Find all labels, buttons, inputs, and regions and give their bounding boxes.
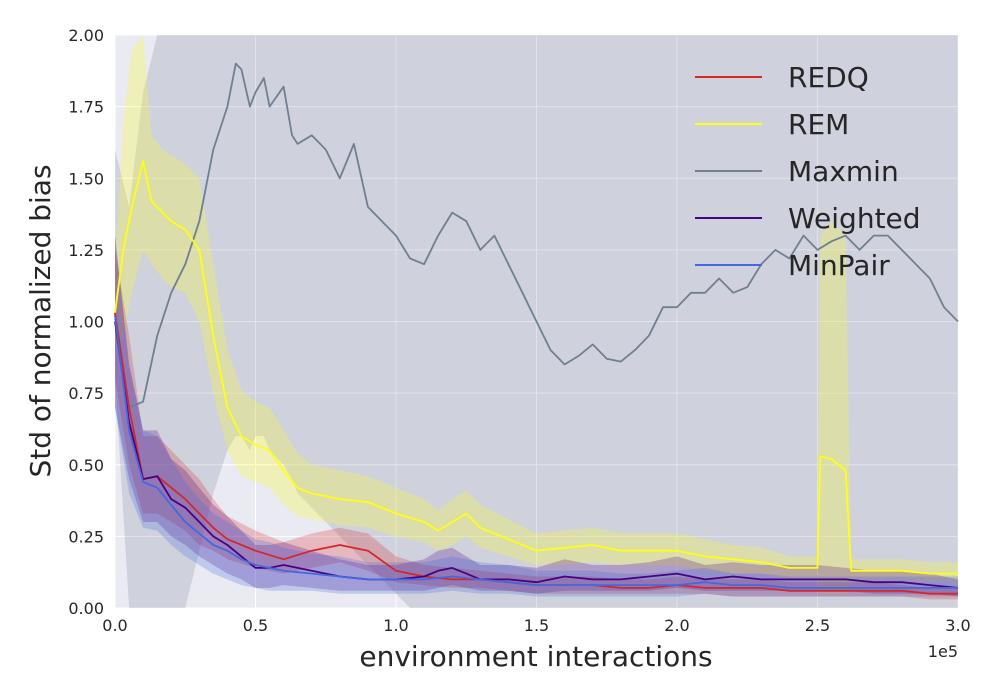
legend-label-rem: REM — [788, 108, 849, 141]
x-tick-label: 2.5 — [805, 616, 830, 635]
grid-lines — [114, 34, 959, 609]
legend-label-minpair: MinPair — [788, 249, 890, 282]
x-axis-label: environment interactions — [359, 640, 712, 673]
x-tick-label: 3.0 — [945, 616, 970, 635]
maxmin-line — [114, 62, 959, 409]
x-tick-label: 2.0 — [664, 616, 689, 635]
legend-label-redq: REDQ — [788, 61, 869, 94]
y-tick-label: 1.00 — [68, 313, 104, 332]
weighted-line — [114, 321, 959, 589]
y-tick-label: 0.50 — [68, 456, 104, 475]
minpair-line — [114, 315, 958, 589]
y-tick-label: 0.00 — [68, 599, 104, 618]
y-tick-label: 0.75 — [68, 384, 104, 403]
minpair-band — [115, 235, 958, 597]
x-tick-label: 1.5 — [524, 616, 549, 635]
legend-label-maxmin: Maxmin — [788, 155, 899, 188]
y-tick-label: 1.50 — [68, 169, 104, 188]
y-axis-label: Std of normalized bias — [24, 164, 57, 477]
series-lines — [114, 62, 959, 595]
x-tick-label: 0.0 — [102, 616, 127, 635]
y-tick-labels: 0.00 0.25 0.50 0.75 1.00 1.25 1.50 1.75 2.00 — [68, 26, 104, 618]
rem-line — [114, 160, 958, 575]
x-tick-label: 0.5 — [243, 616, 268, 635]
legend-label-weighted: Weighted — [788, 202, 921, 235]
y-tick-label: 1.25 — [68, 241, 104, 260]
x-tick-labels: 0.0 0.5 1.0 1.5 2.0 2.5 3.0 — [102, 616, 970, 635]
x-offset-label: 1e5 — [928, 642, 958, 661]
y-tick-label: 2.00 — [68, 26, 104, 45]
y-tick-label: 1.75 — [68, 98, 104, 117]
x-tick-label: 1.0 — [383, 616, 408, 635]
y-tick-label: 0.25 — [68, 527, 104, 546]
legend: REDQ REM Maxmin Weighted MinPair — [695, 61, 921, 282]
